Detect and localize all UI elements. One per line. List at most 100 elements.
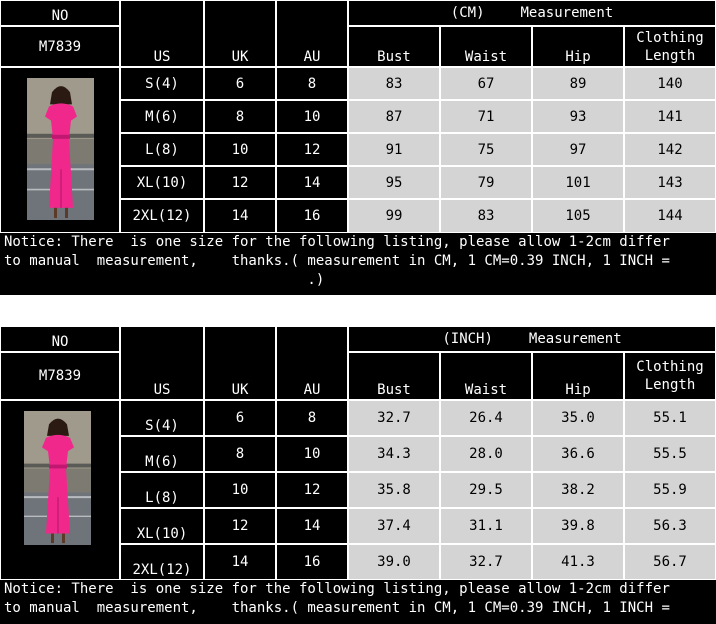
value-hip: 38.2: [532, 472, 624, 508]
size-au: 12: [276, 133, 348, 166]
col-header-au: AU: [276, 326, 348, 400]
col-header-waist: Waist: [440, 26, 532, 67]
size-au: 14: [276, 166, 348, 199]
value-hip: 41.3: [532, 544, 624, 580]
notice-line: Notice: There is one size for the follow…: [4, 234, 670, 250]
value-bust: 87: [348, 100, 440, 133]
value-waist: 71: [440, 100, 532, 133]
size-au: 14: [276, 508, 348, 544]
model-photo: [24, 411, 91, 545]
value-length: 55.1: [624, 400, 716, 436]
col-header-bust: Bust: [348, 352, 440, 400]
measurement-label: Measurement: [528, 331, 622, 347]
col-header-waist: Waist: [440, 352, 532, 400]
col-header-length: Clothing Length: [624, 352, 716, 400]
value-length: 55.9: [624, 472, 716, 508]
value-length: 144: [624, 199, 716, 233]
value-hip: 105: [532, 199, 624, 233]
value-waist: 67: [440, 67, 532, 100]
value-hip: 101: [532, 166, 624, 199]
value-hip: 89: [532, 67, 624, 100]
size-uk: 12: [204, 508, 276, 544]
value-length: 140: [624, 67, 716, 100]
value-hip: 39.8: [532, 508, 624, 544]
value-length: 55.5: [624, 436, 716, 472]
notice-line: to manual measurement, thanks.( measurem…: [4, 253, 670, 269]
col-header-uk: UK: [204, 326, 276, 400]
notice-text: Notice: There is one size for the follow…: [0, 233, 716, 295]
measurement-title: (CM) Measurement: [348, 0, 716, 26]
size-au: 12: [276, 472, 348, 508]
value-bust: 34.3: [348, 436, 440, 472]
size-us: XL(10): [120, 166, 204, 199]
size-table-inch: NO M7839 US UK AU (INCH) Measurement Bust Waist H…: [0, 326, 716, 624]
size-uk: 14: [204, 199, 276, 233]
size-au: 10: [276, 436, 348, 472]
length-label-2: Length: [644, 377, 696, 393]
value-waist: 29.5: [440, 472, 532, 508]
col-header-hip: Hip: [532, 26, 624, 67]
model-number: M7839: [0, 352, 120, 400]
length-label-1: Clothing: [636, 29, 704, 46]
value-length: 56.3: [624, 508, 716, 544]
value-waist: 31.1: [440, 508, 532, 544]
size-us: L(8): [120, 472, 204, 508]
notice-line: Notice: There is one size for the follow…: [4, 581, 670, 597]
size-us: L(8): [120, 133, 204, 166]
size-us: S(4): [120, 67, 204, 100]
value-waist: 28.0: [440, 436, 532, 472]
value-bust: 95: [348, 166, 440, 199]
size-uk: 8: [204, 100, 276, 133]
model-photo: [27, 78, 94, 220]
size-us: 2XL(12): [120, 544, 204, 580]
model-photo-image: [24, 411, 91, 545]
size-uk: 14: [204, 544, 276, 580]
value-waist: 83: [440, 199, 532, 233]
size-us: S(4): [120, 400, 204, 436]
value-length: 142: [624, 133, 716, 166]
col-header-au: AU: [276, 0, 348, 67]
value-bust: 32.7: [348, 400, 440, 436]
value-length: 141: [624, 100, 716, 133]
size-uk: 10: [204, 133, 276, 166]
value-waist: 26.4: [440, 400, 532, 436]
size-au: 8: [276, 67, 348, 100]
col-header-bust: Bust: [348, 26, 440, 67]
value-length: 143: [624, 166, 716, 199]
notice-line: .): [4, 272, 325, 288]
size-au: 16: [276, 544, 348, 580]
value-hip: 35.0: [532, 400, 624, 436]
col-header-hip: Hip: [532, 352, 624, 400]
value-bust: 37.4: [348, 508, 440, 544]
unit-label: (CM): [450, 5, 485, 21]
size-uk: 12: [204, 166, 276, 199]
size-table-cm: NO M7839 US UK AU (CM) Measurement Bust Waist Hip…: [0, 0, 716, 295]
length-label-1: Clothing: [636, 359, 704, 375]
value-waist: 32.7: [440, 544, 532, 580]
value-hip: 36.6: [532, 436, 624, 472]
size-au: 8: [276, 400, 348, 436]
unit-label: (INCH): [442, 331, 493, 347]
size-uk: 10: [204, 472, 276, 508]
size-us: M(6): [120, 100, 204, 133]
size-au: 16: [276, 199, 348, 233]
value-bust: 83: [348, 67, 440, 100]
value-bust: 39.0: [348, 544, 440, 580]
col-header-us: US: [120, 326, 204, 400]
value-waist: 79: [440, 166, 532, 199]
col-header-length: Clothing Length: [624, 26, 716, 67]
value-hip: 97: [532, 133, 624, 166]
measurement-label: Measurement: [520, 5, 614, 21]
no-label: NO: [0, 326, 120, 352]
size-us: 2XL(12): [120, 199, 204, 233]
size-uk: 6: [204, 400, 276, 436]
no-label: NO: [0, 0, 120, 26]
model-photo-image: [27, 78, 94, 220]
size-uk: 6: [204, 67, 276, 100]
model-number: M7839: [0, 26, 120, 67]
size-us: XL(10): [120, 508, 204, 544]
value-bust: 35.8: [348, 472, 440, 508]
value-bust: 91: [348, 133, 440, 166]
notice-text: Notice: There is one size for the follow…: [0, 580, 716, 624]
col-header-uk: UK: [204, 0, 276, 67]
